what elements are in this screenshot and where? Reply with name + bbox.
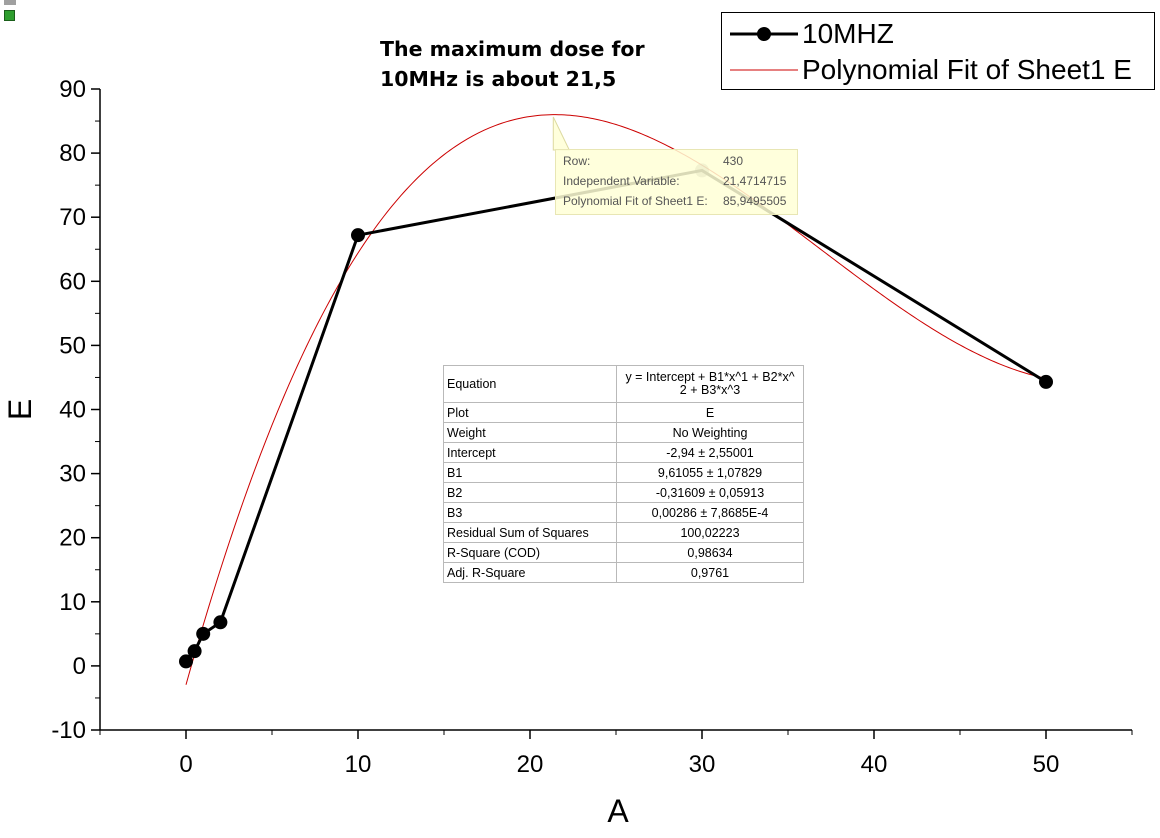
x-tick-label: 0 <box>179 751 192 778</box>
stat-label: Weight <box>443 422 617 443</box>
data-point <box>351 228 365 243</box>
x-tick-label: 50 <box>1033 751 1060 778</box>
stat-label: Equation <box>443 365 617 403</box>
window-edge-icon <box>4 0 16 5</box>
annotation-line-2: 10MHz is about 21,5 <box>380 67 617 91</box>
table-row: Equation y = Intercept + B1*x^1 + B2*x^ … <box>443 365 804 403</box>
x-axis-title: A <box>607 793 629 829</box>
table-row: Adj. R-Square 0,9761 <box>443 562 804 583</box>
data-point <box>196 626 211 641</box>
y-tick-label: 70 <box>59 204 86 231</box>
tooltip-value-row: 430 <box>723 154 744 168</box>
y-tick-label: 90 <box>59 76 86 103</box>
stat-label: R-Square (COD) <box>443 542 617 563</box>
y-axis-title: E <box>2 399 38 420</box>
stat-value: y = Intercept + B1*x^1 + B2*x^ 2 + B3*x^… <box>616 365 804 403</box>
annotation-line-1: The maximum dose for <box>380 37 645 61</box>
x-tick-label: 30 <box>689 751 716 778</box>
tooltip-label-y: Polynomial Fit of Sheet1 E: <box>563 194 708 208</box>
stat-label: Adj. R-Square <box>443 562 617 583</box>
stat-value: 0,98634 <box>616 542 804 563</box>
data-tooltip: Row: 430 Independent Variable: 21,471471… <box>555 149 798 215</box>
table-row: R-Square (COD) 0,98634 <box>443 542 804 563</box>
legend-label: Polynomial Fit of Sheet1 E <box>802 54 1132 85</box>
fit-stats-table: Equation y = Intercept + B1*x^1 + B2*x^ … <box>443 365 804 583</box>
data-point <box>187 644 202 659</box>
legend-marker <box>757 27 771 41</box>
y-tick-label: 60 <box>59 268 86 295</box>
fit-curve <box>185 114 1047 685</box>
stat-value: 9,61055 ± 1,07829 <box>616 462 804 483</box>
stat-label: Intercept <box>443 442 617 463</box>
tooltip-label-row: Row: <box>563 154 591 168</box>
table-row: Weight No Weighting <box>443 422 804 443</box>
legend-item-fit[interactable]: Polynomial Fit of Sheet1 E <box>722 53 1132 87</box>
equation-line-2: 2 + B3*x^3 <box>679 383 741 397</box>
legend-item-10mhz[interactable]: 10MHZ <box>722 17 894 51</box>
legend-fit-line-icon <box>730 69 798 71</box>
stat-value: 0,9761 <box>616 562 804 583</box>
equation-line-1: y = Intercept + B1*x^1 + B2*x^ <box>625 370 795 384</box>
stat-label: B1 <box>443 462 617 483</box>
tooltip-pointer <box>552 116 571 151</box>
table-row: B3 0,00286 ± 7,8685E-4 <box>443 502 804 523</box>
y-tick-label: 0 <box>73 653 86 680</box>
stat-value: E <box>616 402 804 423</box>
table-row: B1 9,61055 ± 1,07829 <box>443 462 804 483</box>
x-tick-label: 10 <box>345 751 372 778</box>
stat-label: Residual Sum of Squares <box>443 522 617 543</box>
y-tick-label: 10 <box>59 589 86 616</box>
tooltip-label-x: Independent Variable: <box>563 174 680 188</box>
x-tick-label: 40 <box>861 751 888 778</box>
legend-line-marker-icon <box>730 27 798 41</box>
data-point <box>179 654 193 669</box>
stat-label: B2 <box>443 482 617 503</box>
tooltip-value-y: 85,9495505 <box>723 194 787 208</box>
stat-value: 0,00286 ± 7,8685E-4 <box>616 502 804 523</box>
stat-value: No Weighting <box>616 422 804 443</box>
y-tick-label: 30 <box>59 461 86 488</box>
x-tick-label: 20 <box>517 751 544 778</box>
stat-value: 100,02223 <box>616 522 804 543</box>
legend-label: 10MHZ <box>802 18 894 49</box>
stat-label: Plot <box>443 402 617 423</box>
tooltip-value-x: 21,4714715 <box>723 174 787 188</box>
table-row: Plot E <box>443 402 804 423</box>
table-row: Residual Sum of Squares 100,02223 <box>443 522 804 543</box>
stat-label: B3 <box>443 502 617 523</box>
y-tick-label: 80 <box>59 140 86 167</box>
table-row: Intercept -2,94 ± 2,55001 <box>443 442 804 463</box>
y-tick-label: 20 <box>59 525 86 552</box>
stat-value: -0,31609 ± 0,05913 <box>616 482 804 503</box>
stat-value: -2,94 ± 2,55001 <box>616 442 804 463</box>
y-tick-label: -10 <box>51 717 86 744</box>
y-tick-label: 50 <box>59 332 86 359</box>
legend[interactable]: 10MHZ Polynomial Fit of Sheet1 E <box>721 12 1155 90</box>
data-point <box>1039 374 1053 389</box>
lock-icon[interactable] <box>4 10 15 21</box>
table-row: B2 -0,31609 ± 0,05913 <box>443 482 804 503</box>
y-tick-label: 40 <box>59 397 86 424</box>
data-point <box>213 615 228 630</box>
chart-annotation: The maximum dose for 10MHz is about 21,5 <box>380 34 645 94</box>
